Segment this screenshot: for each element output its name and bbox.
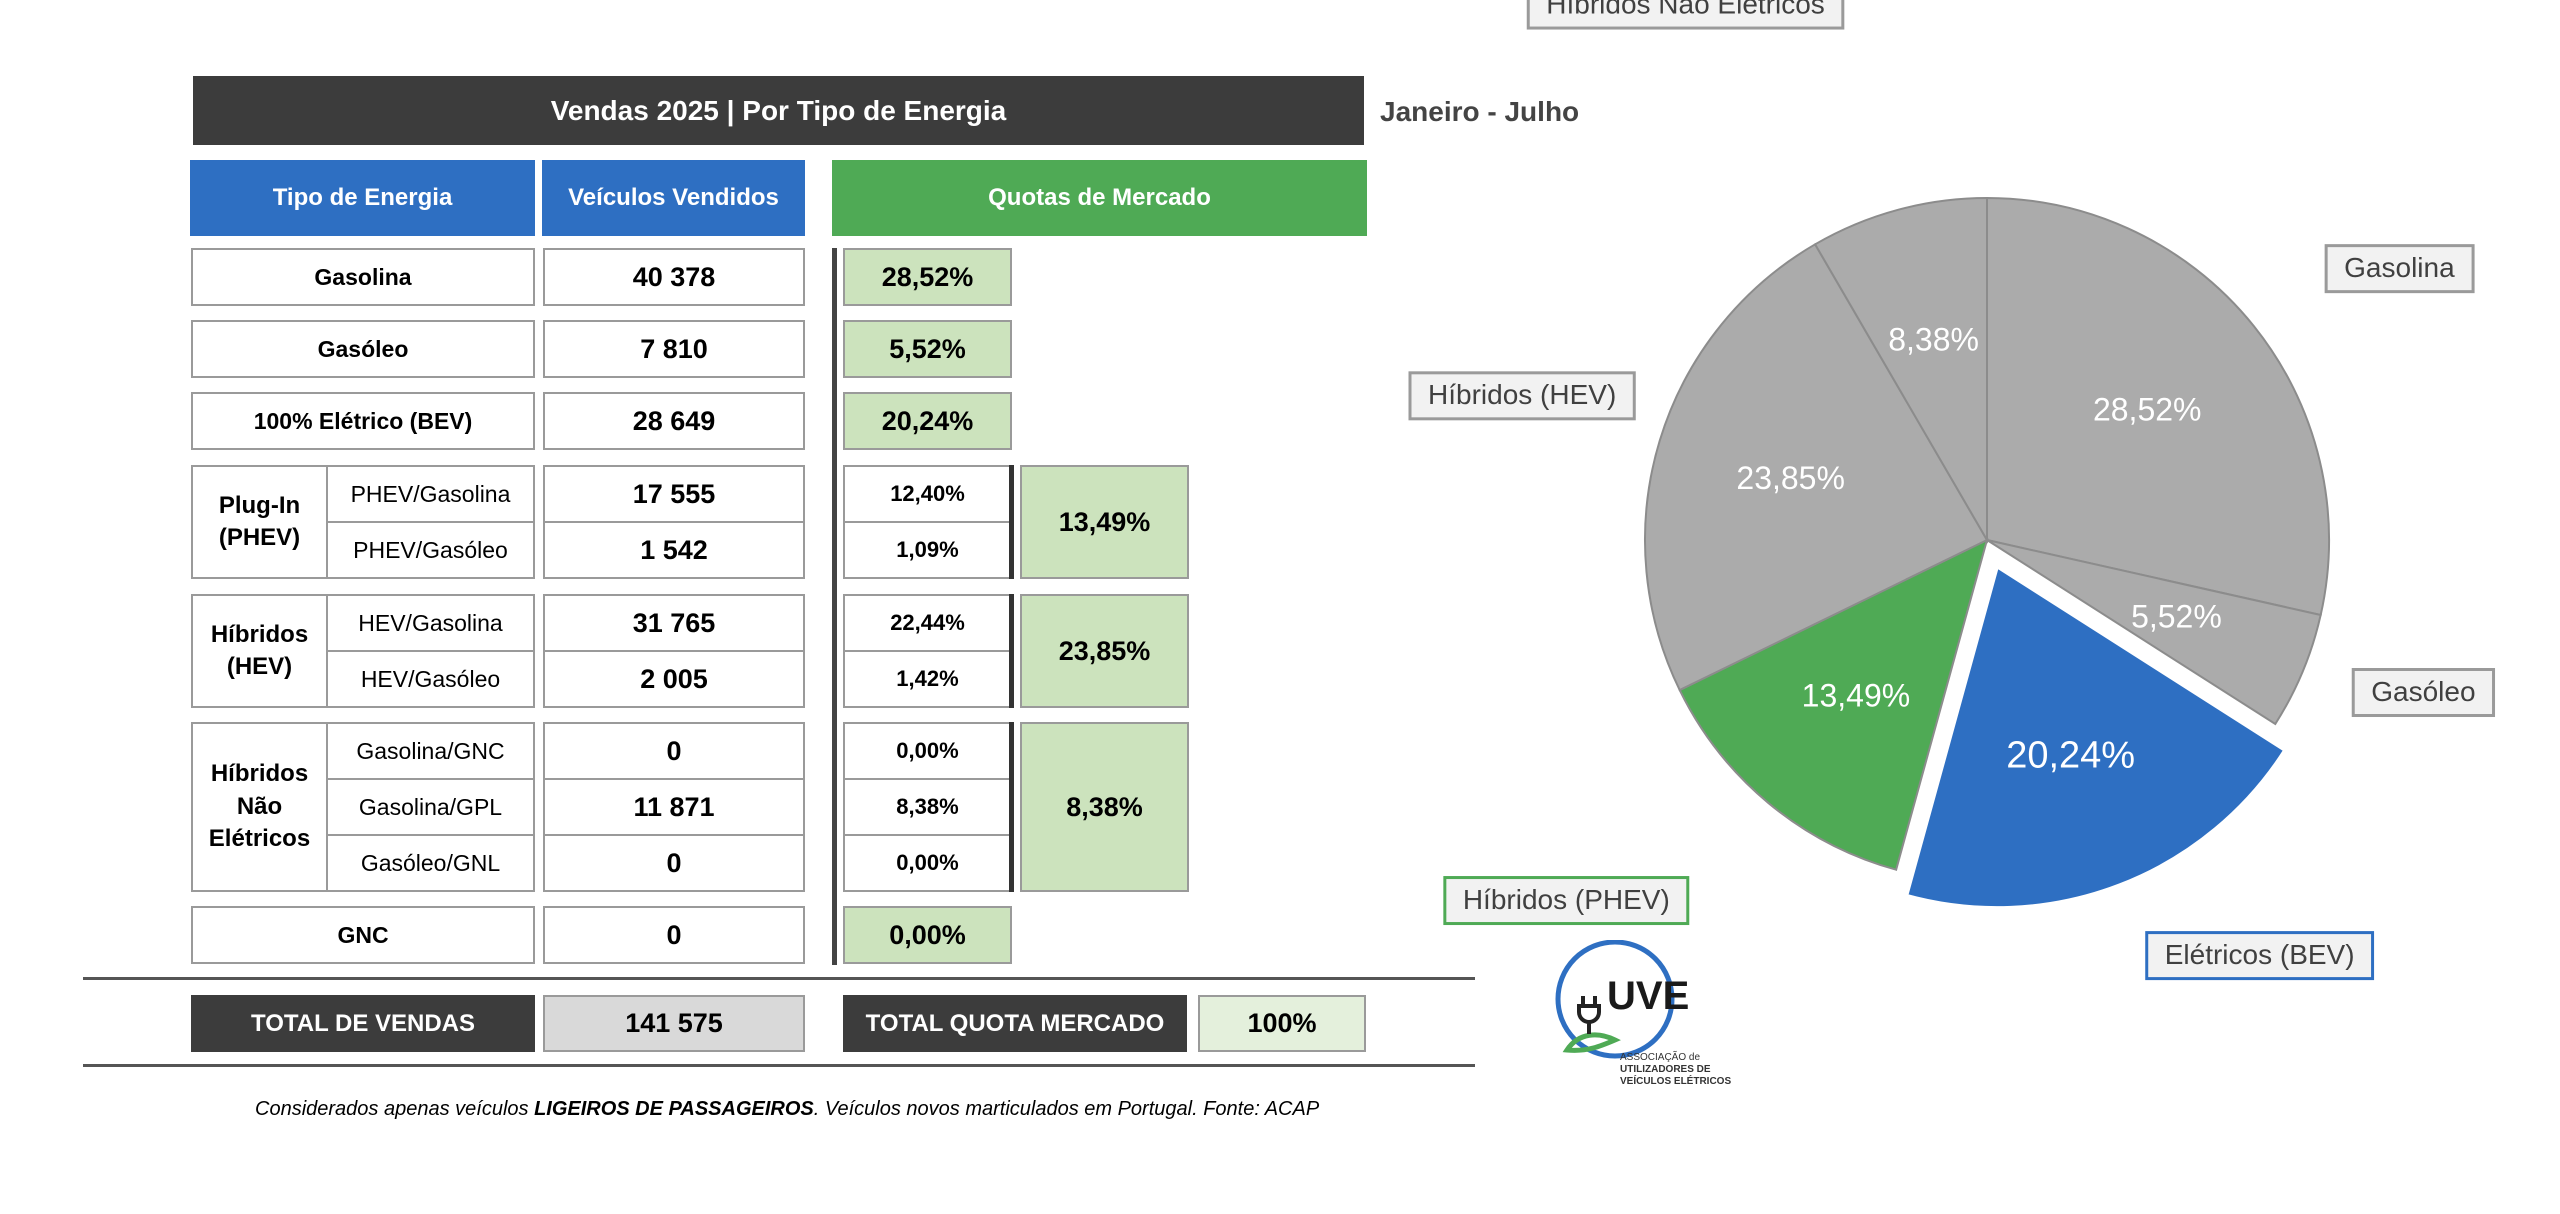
header-vehicles-sold: Veículos Vendidos <box>542 160 805 236</box>
group-label-phev-line1: Plug-In <box>218 491 301 519</box>
totals-top-rule <box>83 977 1475 980</box>
pie-category-label-hibridos-phev: Híbridos (PHEV) <box>1443 876 1690 926</box>
row-value-phev-gasolina: 17 555 <box>543 465 805 523</box>
row-value-hev-gasolina: 31 765 <box>543 594 805 652</box>
pie-slice-eletricos-bev <box>1903 562 2289 911</box>
uve-logo-text: UVE <box>1607 974 1690 1018</box>
group-label-phev-line2: (PHEV) <box>218 524 301 551</box>
row-value-bev: 28 649 <box>543 392 805 450</box>
row-label-gnc: GNC <box>191 906 535 964</box>
group-label-nonelec-line1: Híbridos <box>210 760 309 788</box>
row-share-hev-gasoleo: 1,42% <box>843 650 1012 708</box>
row-label-phev-gasolina: PHEV/Gasolina <box>326 465 535 523</box>
row-value-gasoleo: 7 810 <box>543 320 805 378</box>
pie-category-label-gasoleo: Gasóleo <box>2351 668 2496 718</box>
row-share-gasoleo-gnl: 0,00% <box>843 834 1012 892</box>
row-value-gnc: 0 <box>543 906 805 964</box>
group-share-hev: 23,85% <box>1020 594 1189 708</box>
svg-text:Híbridos (HEV): Híbridos (HEV) <box>1428 379 1616 410</box>
row-label-hev-gasoleo: HEV/Gasóleo <box>326 650 535 708</box>
nonelec-bracket <box>1009 722 1014 892</box>
footnote: Considerados apenas veículos LIGEIROS DE… <box>255 1098 1319 1121</box>
pie-value-label-eletricos-bev: 20,24% <box>2006 735 2135 777</box>
group-label-nonelec: Híbridos Não Elétricos <box>191 722 328 892</box>
page-title: Vendas 2025 | Por Tipo de Energia <box>193 76 1364 145</box>
pie-value-label-hibridos-phev: 13,49% <box>1802 677 1911 713</box>
row-share-gasolina: 28,52% <box>843 248 1012 306</box>
group-label-hev-line2: (HEV) <box>226 653 293 680</box>
group-share-phev: 13,49% <box>1020 465 1189 579</box>
total-share-label: TOTAL QUOTA MERCADO <box>843 995 1187 1052</box>
pie-value-label-hibridos-nao-eletricos: 8,38% <box>1888 321 1979 357</box>
pie-value-label-gasoleo: 5,52% <box>2131 598 2222 634</box>
row-value-gasolina-gnc: 0 <box>543 722 805 780</box>
row-share-bev: 20,24% <box>843 392 1012 450</box>
pie-slice-gasoleo <box>1986 539 2322 726</box>
row-value-gasolina: 40 378 <box>543 248 805 306</box>
total-share-value: 100% <box>1198 995 1366 1052</box>
row-share-gasolina-gpl: 8,38% <box>843 778 1012 836</box>
pie-slice-hibridos-hev <box>1644 242 1989 692</box>
row-label-gasolina-gnc: Gasolina/GNC <box>326 722 535 780</box>
uve-logo: UVE ASSOCIAÇÃO de UTILIZADORES DE VEÍCUL… <box>1545 939 1745 1100</box>
svg-text:Híbridos (PHEV): Híbridos (PHEV) <box>1463 884 1670 915</box>
total-sales-label: TOTAL DE VENDAS <box>191 995 535 1052</box>
footnote-before: Considerados apenas veículos <box>255 1098 535 1120</box>
pie-slice-gasolina <box>1986 196 2330 617</box>
header-market-shares: Quotas de Mercado <box>832 160 1367 236</box>
uve-logo-caption-line3: VEÍCULOS ELÉTRICOS <box>1620 1076 1732 1087</box>
row-value-gasoleo-gnl: 0 <box>543 834 805 892</box>
header-energy-type: Tipo de Energia <box>190 160 535 236</box>
footnote-after: . Veículos novos marticulados em Portuga… <box>813 1098 1320 1120</box>
pie-category-label-eletricos-bev: Elétricos (BEV) <box>2145 931 2375 981</box>
svg-text:Híbridos Não Elétricos: Híbridos Não Elétricos <box>1546 0 1825 19</box>
footnote-bold: LIGEIROS DE PASSAGEIROS <box>534 1098 814 1120</box>
pie-slice-hibridos-nao-eletricos <box>1813 196 1988 544</box>
period-label: Janeiro - Julho <box>1380 96 1580 127</box>
row-value-gasolina-gpl: 11 871 <box>543 778 805 836</box>
pie-value-label-gasolina: 28,52% <box>2093 391 2202 427</box>
svg-text:Gasolina: Gasolina <box>2344 252 2455 283</box>
row-share-gnc: 0,00% <box>843 906 1012 964</box>
row-value-phev-gasoleo: 1 542 <box>543 521 805 579</box>
row-label-gasoleo-gnl: Gasóleo/GNL <box>326 834 535 892</box>
hev-bracket <box>1009 594 1014 708</box>
row-label-gasolina: Gasolina <box>191 248 535 306</box>
row-share-gasolina-gnc: 0,00% <box>843 722 1012 780</box>
uve-logo-caption-line2: UTILIZADORES DE <box>1620 1064 1711 1075</box>
pie-category-label-hibridos-hev: Híbridos (HEV) <box>1408 371 1636 421</box>
svg-text:Gasóleo: Gasóleo <box>2371 676 2475 707</box>
row-label-gasoleo: Gasóleo <box>191 320 535 378</box>
totals-bottom-rule <box>83 1064 1475 1067</box>
pie-category-label-gasolina: Gasolina <box>2324 244 2475 294</box>
row-share-phev-gasoleo: 1,09% <box>843 521 1012 579</box>
row-share-gasoleo: 5,52% <box>843 320 1012 378</box>
group-label-nonelec-line2: Não <box>236 792 283 820</box>
column-divider <box>832 248 837 965</box>
pie-category-label-hibridos-nao-eletricos: Híbridos Não Elétricos <box>1526 0 1845 30</box>
phev-bracket <box>1009 465 1014 579</box>
group-label-hev: Híbridos (HEV) <box>191 594 328 708</box>
group-label-phev: Plug-In (PHEV) <box>191 465 328 579</box>
pie-slice-hibridos-phev <box>1678 538 1989 871</box>
row-label-bev: 100% Elétrico (BEV) <box>191 392 535 450</box>
uve-logo-caption: ASSOCIAÇÃO de UTILIZADORES DE VEÍCULOS E… <box>1620 1052 1731 1088</box>
group-label-nonelec-line3: Elétricos <box>208 825 311 853</box>
row-value-hev-gasoleo: 2 005 <box>543 650 805 708</box>
group-share-nonelec: 8,38% <box>1020 722 1189 892</box>
uve-logo-caption-line1: ASSOCIAÇÃO de <box>1620 1052 1701 1063</box>
uve-logo-mark-icon <box>1555 939 1675 1059</box>
group-label-hev-line1: Híbridos <box>210 620 309 648</box>
row-share-phev-gasolina: 12,40% <box>843 465 1012 523</box>
row-label-hev-gasolina: HEV/Gasolina <box>326 594 535 652</box>
svg-text:Elétricos (BEV): Elétricos (BEV) <box>2165 939 2355 970</box>
row-label-phev-gasoleo: PHEV/Gasóleo <box>326 521 535 579</box>
pie-value-label-hibridos-hev: 23,85% <box>1736 460 1845 496</box>
total-sales-value: 141 575 <box>543 995 805 1052</box>
